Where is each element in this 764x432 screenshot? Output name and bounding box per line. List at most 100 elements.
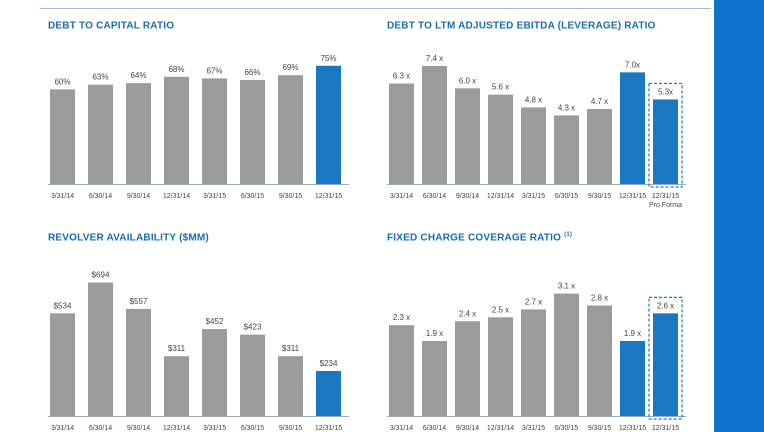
data-label: 75% (320, 54, 336, 63)
tick-label: 9/30/15 (279, 193, 302, 200)
bar (202, 78, 227, 184)
tick-label: 3/31/14 (51, 193, 74, 200)
bar (455, 321, 480, 416)
tick-label: 6/30/14 (423, 193, 446, 200)
data-label: 68% (168, 65, 184, 74)
tick-label: 12/31/15 (652, 425, 679, 432)
bar (587, 305, 612, 416)
tick-label: 12/31/14 (487, 193, 514, 200)
bar (50, 313, 75, 416)
bar (126, 83, 151, 184)
revolver-availability-chart: REVOLVER AVAILABILITY ($MM) $534 3/31/14 $… (48, 232, 354, 432)
data-label: 4.7 x (591, 97, 608, 106)
tick-label: 6/30/15 (555, 425, 578, 432)
tick-label: 9/30/15 (279, 425, 302, 432)
bar (389, 83, 414, 184)
tick-label: 6/30/14 (423, 425, 446, 432)
tick-label: 6/30/15 (555, 193, 578, 200)
tick-label: 12/31/14 (163, 193, 190, 200)
tick-label: 3/31/15 (203, 425, 226, 432)
bar (488, 94, 513, 184)
bar (164, 356, 189, 416)
tick-label: 3/31/15 (203, 193, 226, 200)
bar (554, 115, 579, 184)
data-label: 4.8 x (525, 95, 542, 104)
data-label: $311 (168, 344, 186, 353)
tick-label: 6/30/14 (89, 193, 112, 200)
data-label: 2.6 x (657, 301, 674, 310)
tick-label: 3/31/15 (522, 193, 545, 200)
bar (422, 341, 447, 416)
bar (50, 89, 75, 184)
data-label: $311 (282, 344, 300, 353)
bar (126, 308, 151, 416)
data-label: 5.3x (658, 87, 673, 96)
bar (164, 76, 189, 184)
fixed-charge-coverage-chart: FIXED CHARGE COVERAGE RATIO (1) 2.3 x 3/31… (387, 232, 693, 432)
chart-title: DEBT TO CAPITAL RATIO (48, 20, 175, 32)
tick-label: 9/30/15 (588, 193, 611, 200)
bar (278, 75, 303, 184)
data-label: 64% (130, 71, 146, 80)
tick-label: 12/31/15 (619, 193, 646, 200)
data-label: 3.1 x (558, 282, 575, 291)
tick-label: 6/30/15 (241, 425, 264, 432)
chart-title: FIXED CHARGE COVERAGE RATIO (1) (387, 232, 573, 244)
tick-label: 12/31/15 (652, 193, 679, 200)
bar (455, 88, 480, 184)
tick-label: 12/31/15 (315, 425, 342, 432)
data-label: 1.9 x (624, 329, 641, 338)
bar (554, 293, 579, 416)
data-label: 2.3 x (393, 313, 410, 322)
data-label: 63% (92, 73, 108, 82)
data-label: 1.9 x (426, 329, 443, 338)
data-label: 6.0 x (459, 76, 476, 85)
bar (202, 329, 227, 416)
bar (587, 109, 612, 184)
bar (278, 356, 303, 416)
tick-label: 6/30/14 (89, 425, 112, 432)
chart-title: REVOLVER AVAILABILITY ($MM) (48, 232, 209, 244)
tick-label: 9/30/14 (456, 425, 479, 432)
bar (316, 65, 341, 184)
data-label: 2.7 x (525, 297, 542, 306)
tick-label: 3/31/14 (51, 425, 74, 432)
bar (88, 282, 113, 416)
bar (240, 334, 265, 416)
bar (88, 84, 113, 184)
tick-label: 3/31/15 (522, 425, 545, 432)
tick-label: 12/31/15 (619, 425, 646, 432)
tick-label: 3/31/14 (390, 425, 413, 432)
data-label: $557 (130, 297, 148, 306)
data-label: 60% (54, 77, 70, 86)
tick-label: 12/31/14 (163, 425, 190, 432)
bar (316, 371, 341, 416)
chart-plot: $534 3/31/14 $694 6/30/14 $557 9/30/14 $311 12/… (48, 271, 349, 432)
bar (653, 99, 678, 184)
tick-label: 9/30/14 (127, 425, 150, 432)
data-label: 2.5 x (492, 305, 509, 314)
leverage-ratio-chart: DEBT TO LTM ADJUSTED EBITDA (LEVERAGE) R… (387, 20, 693, 220)
data-label: $423 (244, 323, 262, 332)
tick-label: 6/30/15 (241, 193, 264, 200)
tick-label: 3/31/14 (390, 193, 413, 200)
chart-plot: 60% 3/31/14 63% 6/30/14 64% 9/30/14 68% 12/31/1… (48, 54, 349, 200)
tick-label: 9/30/14 (127, 193, 150, 200)
tick-label: 12/31/14 (487, 425, 514, 432)
tick-label: 12/31/15 (315, 193, 342, 200)
bar (620, 72, 645, 184)
data-label: 7.0x (625, 60, 640, 69)
chart-plot: 2.3 x 3/31/14 1.9 x 6/30/14 2.4 x 9/30/14 2.5 … (387, 282, 686, 432)
bar (521, 107, 546, 184)
chart-plot: 6.3 x 3/31/14 7.4 x 6/30/14 6.0 x 9/30/14 5.6 … (387, 54, 686, 209)
bar (422, 65, 447, 184)
tick-label: 9/30/15 (588, 425, 611, 432)
data-label: 4.3 x (558, 103, 575, 112)
side-divider (711, 0, 712, 432)
data-label: 6.3 x (393, 72, 410, 81)
tick-label: 9/30/14 (456, 193, 479, 200)
data-label: 69% (282, 63, 298, 72)
chart-title: DEBT TO LTM ADJUSTED EBITDA (LEVERAGE) R… (387, 20, 656, 32)
bar (488, 317, 513, 416)
bar (653, 313, 678, 416)
